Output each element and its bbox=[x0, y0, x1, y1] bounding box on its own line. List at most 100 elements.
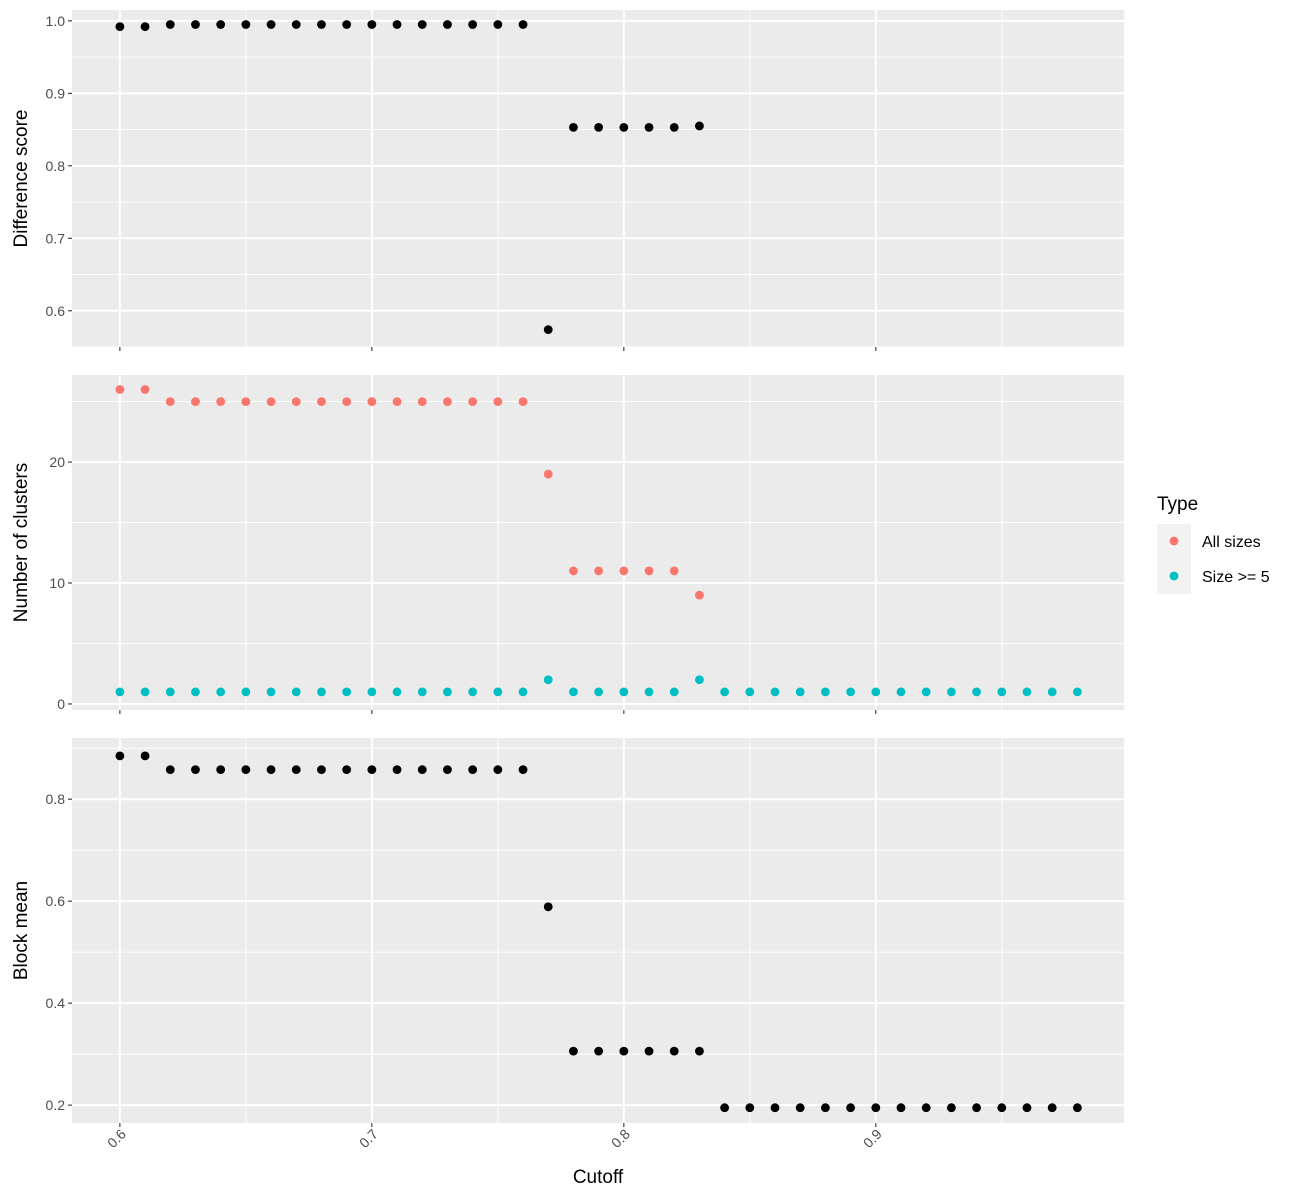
data-point bbox=[191, 20, 200, 29]
data-point bbox=[493, 20, 503, 29]
data-point bbox=[946, 687, 956, 697]
chart-panels: 0.6 0.7 0.8 0.9 1.0 Difference score 0 10 20 Numb… bbox=[11, 10, 1124, 1151]
data-point bbox=[921, 687, 931, 697]
data-point bbox=[216, 765, 226, 775]
data-point bbox=[191, 397, 200, 407]
data-point bbox=[946, 1103, 956, 1113]
data-point bbox=[518, 397, 528, 407]
x-tick-label: 0.6 bbox=[104, 1126, 129, 1151]
data-point bbox=[266, 397, 276, 407]
data-point bbox=[695, 1046, 704, 1056]
data-point bbox=[367, 687, 377, 697]
data-point bbox=[165, 687, 175, 697]
data-point bbox=[317, 765, 326, 775]
y-axis-title: Difference score bbox=[11, 110, 32, 248]
data-point bbox=[140, 22, 150, 32]
data-point bbox=[115, 22, 125, 32]
y-tick-label: 0.8 bbox=[46, 158, 66, 174]
legend-key-size-5 bbox=[1169, 571, 1179, 581]
legend: Type All sizes Size >= 5 bbox=[1157, 494, 1270, 594]
data-point bbox=[619, 123, 629, 132]
data-point bbox=[417, 765, 427, 775]
data-point bbox=[493, 397, 503, 407]
data-point bbox=[266, 20, 276, 29]
data-point bbox=[594, 1046, 604, 1056]
y-tick-label: 0.4 bbox=[46, 995, 66, 1011]
y-tick-label: 0.8 bbox=[46, 791, 66, 807]
data-point bbox=[669, 123, 679, 132]
data-point bbox=[191, 765, 200, 775]
data-point bbox=[291, 20, 301, 29]
data-point bbox=[770, 1103, 780, 1113]
data-point bbox=[266, 687, 276, 697]
data-point bbox=[241, 20, 251, 29]
y-tick-label: 0.7 bbox=[46, 230, 66, 246]
data-point bbox=[594, 687, 604, 697]
data-point bbox=[317, 687, 326, 697]
data-point bbox=[493, 765, 503, 775]
data-point bbox=[543, 325, 553, 335]
data-point bbox=[1047, 1103, 1057, 1113]
data-point bbox=[543, 675, 553, 685]
data-point bbox=[468, 397, 478, 407]
data-point bbox=[543, 469, 553, 479]
data-point bbox=[367, 20, 377, 29]
data-point bbox=[821, 1103, 830, 1113]
data-point bbox=[644, 123, 654, 132]
data-point bbox=[443, 20, 452, 29]
data-point bbox=[241, 397, 251, 407]
data-point bbox=[972, 1103, 981, 1113]
data-point bbox=[644, 566, 654, 576]
data-point bbox=[896, 687, 906, 697]
data-point bbox=[518, 687, 528, 697]
data-point bbox=[669, 1046, 679, 1056]
data-point bbox=[745, 687, 755, 697]
data-point bbox=[619, 687, 629, 697]
series-2 bbox=[115, 675, 1082, 697]
data-point bbox=[367, 765, 377, 775]
y-tick-label: 1.0 bbox=[46, 13, 66, 29]
y-tick-label: 20 bbox=[49, 454, 65, 470]
data-point bbox=[720, 1103, 730, 1113]
data-point bbox=[191, 687, 200, 697]
data-point bbox=[619, 1046, 629, 1056]
y-tick-label: 0.6 bbox=[46, 893, 66, 909]
data-point bbox=[569, 123, 578, 132]
y-axis-title: Block mean bbox=[11, 881, 32, 980]
data-point bbox=[115, 751, 125, 761]
data-point bbox=[241, 687, 251, 697]
y-tick-label: 0.2 bbox=[46, 1097, 66, 1113]
data-point bbox=[795, 687, 805, 697]
data-point bbox=[1047, 687, 1057, 697]
data-point bbox=[569, 1046, 578, 1056]
data-point bbox=[140, 385, 150, 394]
data-point bbox=[392, 765, 402, 775]
panel-grid bbox=[72, 738, 1124, 1123]
data-point bbox=[216, 397, 226, 407]
data-point bbox=[795, 1103, 805, 1113]
data-point bbox=[392, 20, 402, 29]
x-tick-label: 0.8 bbox=[608, 1126, 633, 1151]
x-tick-label: 0.7 bbox=[356, 1126, 381, 1151]
data-point bbox=[518, 765, 528, 775]
data-point bbox=[241, 765, 251, 775]
data-point bbox=[317, 397, 326, 407]
data-point bbox=[216, 687, 226, 697]
data-point bbox=[846, 1103, 856, 1113]
data-point bbox=[493, 687, 503, 697]
panel-background bbox=[72, 375, 1124, 710]
data-point bbox=[997, 687, 1007, 697]
data-point bbox=[972, 687, 981, 697]
data-point bbox=[695, 590, 704, 600]
y-tick-label: 0.9 bbox=[46, 85, 66, 101]
data-point bbox=[619, 566, 629, 576]
data-point bbox=[317, 20, 326, 29]
data-point bbox=[997, 1103, 1007, 1113]
panel-grid bbox=[72, 10, 1124, 347]
data-point bbox=[871, 687, 881, 697]
data-point bbox=[518, 20, 528, 29]
data-point bbox=[291, 687, 301, 697]
data-point bbox=[216, 20, 226, 29]
data-point bbox=[342, 687, 352, 697]
